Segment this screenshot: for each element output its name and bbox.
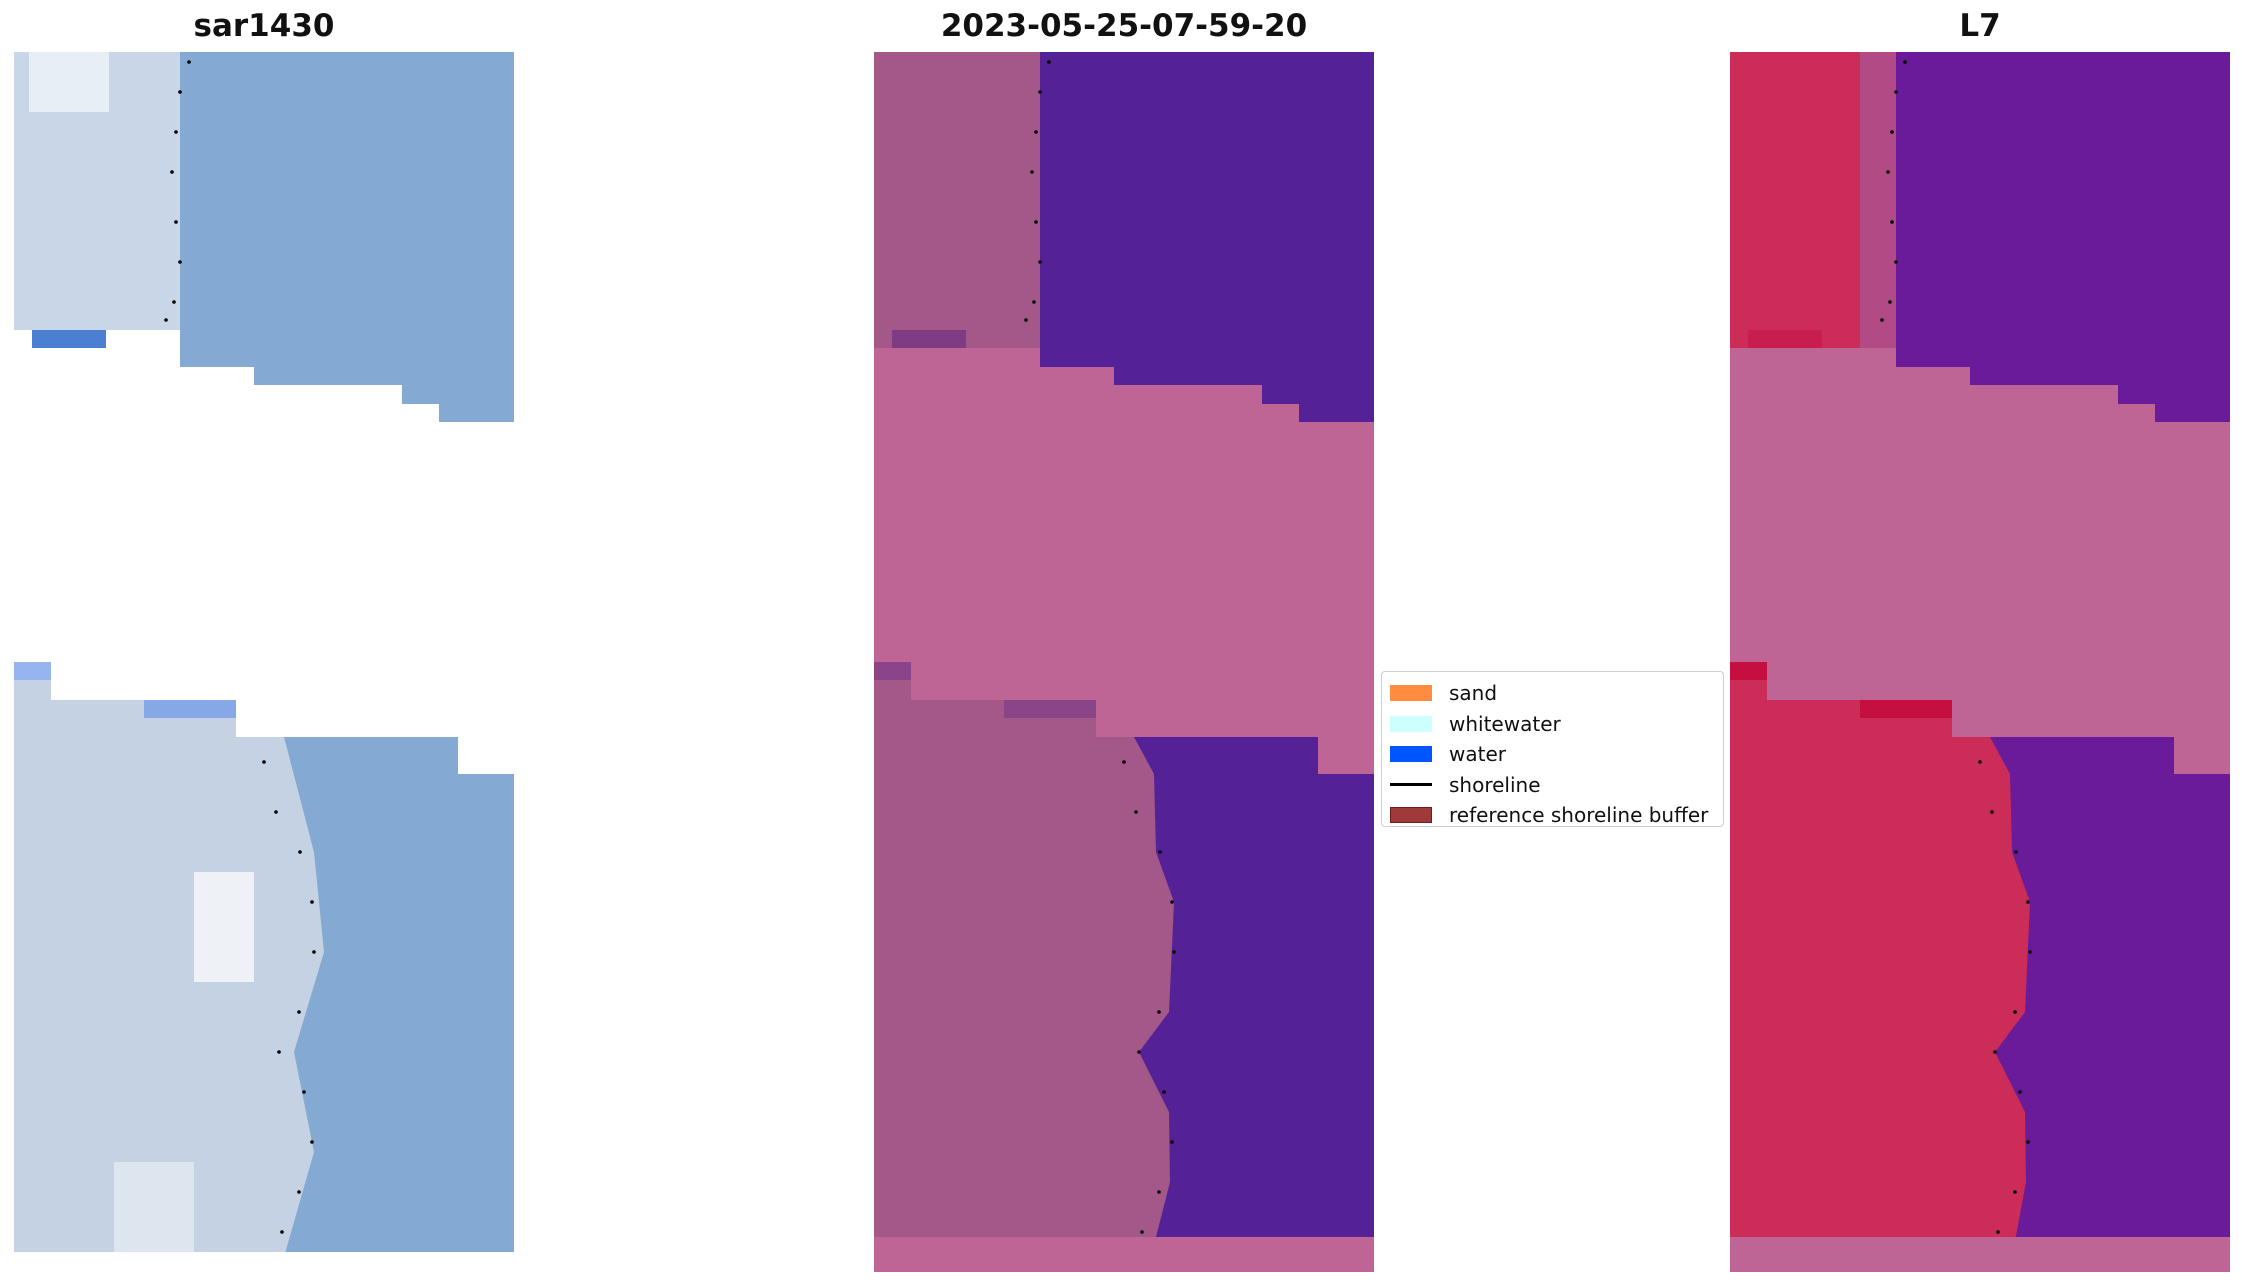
image-panel-1 xyxy=(14,52,514,1252)
legend-label-reference-buffer: reference shoreline buffer xyxy=(1449,803,1709,828)
legend-item-sand: sand xyxy=(1390,678,1715,709)
legend: sand whitewater water shoreline referenc… xyxy=(1381,671,1724,827)
legend-swatch-water xyxy=(1390,746,1432,763)
legend-item-reference-buffer: reference shoreline buffer xyxy=(1390,800,1715,831)
legend-label-whitewater: whitewater xyxy=(1449,711,1561,736)
legend-label-shoreline: shoreline xyxy=(1449,772,1541,797)
legend-item-shoreline: shoreline xyxy=(1390,770,1715,801)
panel-title-3: L7 xyxy=(1959,8,2001,44)
image-panel-3 xyxy=(1730,52,2230,1272)
legend-item-water: water xyxy=(1390,739,1715,770)
legend-swatch-whitewater xyxy=(1390,715,1432,732)
legend-swatch-sand xyxy=(1390,685,1432,702)
image-panel-2 xyxy=(874,52,1374,1272)
panel-title-2: 2023-05-25-07-59-20 xyxy=(940,8,1308,44)
panel-title-1: sar1430 xyxy=(193,8,335,44)
legend-label-sand: sand xyxy=(1449,681,1498,706)
legend-swatch-shoreline xyxy=(1390,783,1432,787)
legend-label-water: water xyxy=(1449,742,1506,767)
legend-item-whitewater: whitewater xyxy=(1390,709,1715,740)
legend-swatch-reference-buffer xyxy=(1390,807,1432,824)
